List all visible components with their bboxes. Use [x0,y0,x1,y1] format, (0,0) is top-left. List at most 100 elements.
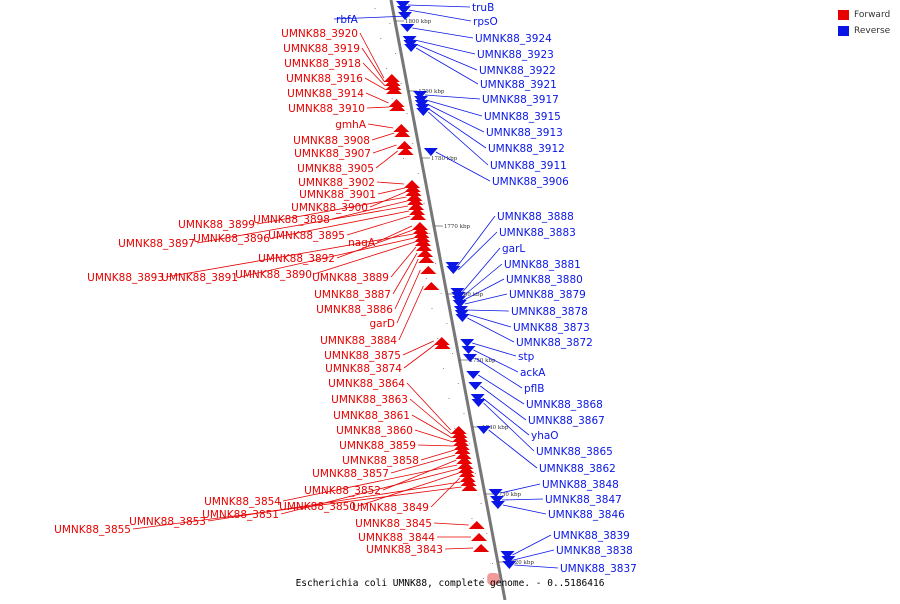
reverse-gene-arrow [446,266,461,274]
forward-gene-arrow [452,434,469,442]
forward-gene-arrow [460,478,477,486]
forward-leader-line [417,444,454,447]
reverse-leader-line [414,39,476,55]
forward-leader-line [196,205,409,244]
forward-gene-label: UMNK88_3907 [294,148,371,160]
reverse-gene-arrow [471,399,486,407]
reverse-leader-line [412,27,474,39]
forward-gene-label: nagA [348,237,376,249]
forward-gene-arrow [458,469,475,477]
forward-leader-line [367,123,394,129]
forward-gene-label: UMNK88_3901 [299,189,376,201]
forward-leader-line [390,246,417,278]
reverse-leader-line [415,47,479,85]
reverse-gene-label: rpsO [473,16,498,28]
reverse-swatch [838,26,849,36]
reverse-gene-label: UMNK88_3912 [488,143,565,155]
reverse-leader-line [427,107,487,149]
forward-gene-arrow [403,180,420,188]
legend-entry-forward: Forward [838,8,890,22]
reverse-leader-line [513,549,555,561]
forward-gene-arrow [413,230,430,238]
genome-backbone [389,0,507,601]
forward-gene-arrow [389,103,406,111]
forward-leader-line [414,429,454,443]
backbone-tick [457,383,459,384]
reverse-gene-label: UMNK88_3913 [486,127,563,139]
reverse-gene-arrow [398,12,413,20]
reverse-gene-label: UMNK88_3924 [475,33,552,45]
forward-gene-arrow [409,207,426,215]
legend-label-reverse: Reverse [854,26,891,36]
forward-leader-line [369,191,406,208]
forward-leader-line [403,344,435,369]
forward-leader-line [132,486,462,530]
forward-leader-line [430,477,461,508]
forward-leader-line [394,258,419,310]
forward-leader-line [282,464,458,502]
reverse-leader-line [502,504,547,515]
reverse-gene-label: UMNK88_3872 [516,337,593,349]
reverse-gene-label: garL [502,243,525,255]
reverse-gene-label: UMNK88_3868 [526,399,603,411]
forward-leader-line [420,449,455,461]
reverse-gene-arrow [404,44,419,52]
forward-leader-line [207,481,461,522]
forward-gene-label: UMNK88_3845 [355,518,432,530]
forward-gene-label: UMNK88_3857 [312,468,389,480]
forward-leader-line [366,106,390,109]
forward-leader-line [402,340,434,356]
forward-leader-line [433,522,469,526]
forward-leader-line [411,414,453,439]
reverse-gene-label: UMNK88_3880 [506,274,583,286]
forward-leader-line [336,229,413,259]
reverse-gene-arrow [460,339,475,347]
forward-gene-arrow [433,337,450,345]
forward-gene-arrow [468,521,485,529]
forward-gene-label: UMNK88_3897 [118,238,195,250]
forward-leader-line [331,200,408,220]
reverse-leader-line [465,309,510,312]
forward-gene-label: gmhA [335,119,367,131]
backbone-tick [412,143,414,144]
backbone-tick [380,38,382,39]
forward-gene-label: UMNK88_3863 [331,394,408,406]
reverse-leader-line [333,15,411,20]
reverse-gene-label: UMNK88_3911 [490,160,567,172]
backbone-tick [446,323,448,324]
backbone-tick [391,98,393,99]
strand-legend: Forward Reverse [838,8,890,40]
forward-gene-arrow [458,465,475,473]
reverse-leader-line [512,534,552,556]
reverse-gene-label: UMNK88_3878 [511,306,588,318]
forward-gene-arrow [385,82,402,90]
reverse-gene-arrow [490,496,504,504]
reverse-gene-label: UMNK88_3846 [548,509,625,521]
reverse-gene-label: UMNK88_3837 [560,563,637,575]
forward-gene-label: UMNK88_3893 [87,272,164,284]
backbone-tick [442,368,444,369]
forward-gene-arrow [451,430,468,438]
backbone-tick [463,413,465,414]
forward-gene-arrow [418,255,435,263]
backbone-tick [452,353,454,354]
forward-gene-arrow [393,124,410,132]
forward-gene-label: UMNK88_3852 [304,485,381,497]
reverse-gene-label: UMNK88_3888 [497,211,574,223]
reverse-gene-label: UMNK88_3906 [492,176,569,188]
reverse-gene-arrow [452,300,467,308]
backbone-tick [403,158,405,159]
backbone-tick [417,173,419,174]
genome-caption: Escherichia coli UMNK88, complete genome… [295,578,605,589]
forward-gene-arrow [453,442,470,450]
kbp-label: 1730 kbp [495,492,522,498]
backbone-tick [400,83,402,84]
reverse-gene-label: UMNK88_3879 [509,289,586,301]
reverse-gene-label: UMNK88_3865 [536,446,613,458]
forward-leader-line [165,233,414,278]
backbone-tick [480,503,482,504]
kbp-label: 1770 kbp [444,224,471,230]
backbone-tick [469,443,471,444]
reverse-gene-label: UMNK88_3847 [545,494,622,506]
